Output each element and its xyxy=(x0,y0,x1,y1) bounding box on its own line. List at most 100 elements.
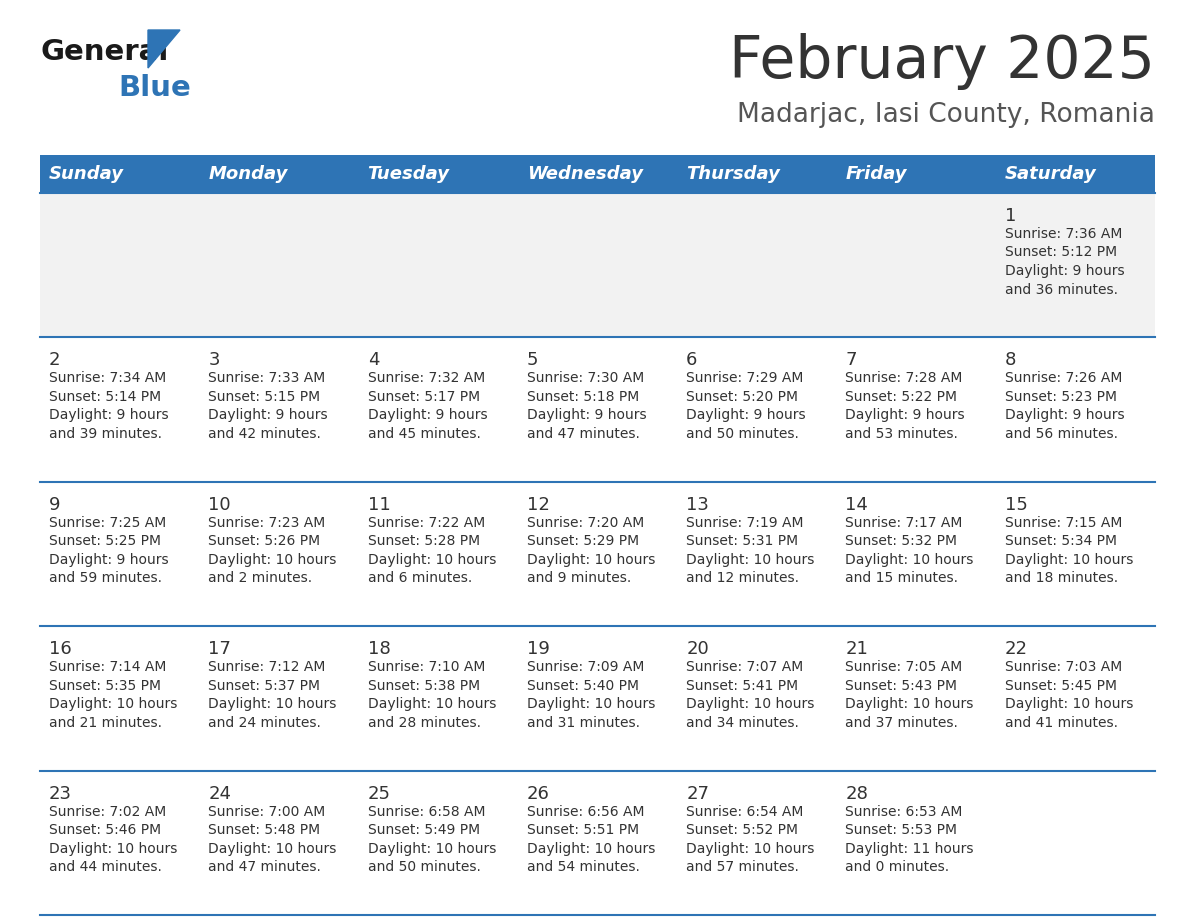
Text: Saturday: Saturday xyxy=(1005,165,1097,183)
Text: and 44 minutes.: and 44 minutes. xyxy=(49,860,162,874)
Text: Daylight: 9 hours: Daylight: 9 hours xyxy=(208,409,328,422)
FancyBboxPatch shape xyxy=(40,482,200,626)
Text: 3: 3 xyxy=(208,352,220,369)
FancyBboxPatch shape xyxy=(836,482,996,626)
Text: Sunset: 5:41 PM: Sunset: 5:41 PM xyxy=(687,678,798,693)
FancyBboxPatch shape xyxy=(836,770,996,915)
Text: 25: 25 xyxy=(367,785,391,802)
Text: Sunrise: 7:02 AM: Sunrise: 7:02 AM xyxy=(49,804,166,819)
Text: Friday: Friday xyxy=(846,165,906,183)
Text: and 28 minutes.: and 28 minutes. xyxy=(367,716,481,730)
Text: Daylight: 9 hours: Daylight: 9 hours xyxy=(846,409,965,422)
FancyBboxPatch shape xyxy=(200,626,359,770)
Text: Daylight: 10 hours: Daylight: 10 hours xyxy=(526,842,656,856)
Text: Daylight: 10 hours: Daylight: 10 hours xyxy=(208,842,336,856)
Text: 7: 7 xyxy=(846,352,857,369)
Text: Sunrise: 7:23 AM: Sunrise: 7:23 AM xyxy=(208,516,326,530)
FancyBboxPatch shape xyxy=(996,770,1155,915)
Text: 5: 5 xyxy=(526,352,538,369)
Text: and 18 minutes.: and 18 minutes. xyxy=(1005,571,1118,586)
Text: Sunset: 5:18 PM: Sunset: 5:18 PM xyxy=(526,390,639,404)
Text: Daylight: 10 hours: Daylight: 10 hours xyxy=(846,697,974,711)
Text: Sunrise: 7:29 AM: Sunrise: 7:29 AM xyxy=(687,372,803,386)
Text: General: General xyxy=(40,38,169,66)
Text: Daylight: 9 hours: Daylight: 9 hours xyxy=(49,409,169,422)
Text: Daylight: 10 hours: Daylight: 10 hours xyxy=(846,553,974,566)
Text: and 50 minutes.: and 50 minutes. xyxy=(367,860,480,874)
Text: Sunset: 5:28 PM: Sunset: 5:28 PM xyxy=(367,534,480,548)
Text: Sunrise: 7:03 AM: Sunrise: 7:03 AM xyxy=(1005,660,1121,674)
Text: Sunrise: 6:53 AM: Sunrise: 6:53 AM xyxy=(846,804,962,819)
Text: and 6 minutes.: and 6 minutes. xyxy=(367,571,472,586)
Text: Sunset: 5:52 PM: Sunset: 5:52 PM xyxy=(687,823,798,837)
FancyBboxPatch shape xyxy=(359,770,518,915)
Text: Sunrise: 7:28 AM: Sunrise: 7:28 AM xyxy=(846,372,962,386)
Text: and 56 minutes.: and 56 minutes. xyxy=(1005,427,1118,441)
FancyBboxPatch shape xyxy=(996,338,1155,482)
Text: 28: 28 xyxy=(846,785,868,802)
Text: 15: 15 xyxy=(1005,496,1028,514)
Text: 2: 2 xyxy=(49,352,61,369)
Text: 9: 9 xyxy=(49,496,61,514)
Text: and 47 minutes.: and 47 minutes. xyxy=(526,427,639,441)
FancyBboxPatch shape xyxy=(40,193,200,338)
FancyBboxPatch shape xyxy=(40,338,200,482)
Text: 23: 23 xyxy=(49,785,72,802)
FancyBboxPatch shape xyxy=(836,338,996,482)
Text: Sunset: 5:34 PM: Sunset: 5:34 PM xyxy=(1005,534,1117,548)
Text: 26: 26 xyxy=(526,785,550,802)
Text: and 12 minutes.: and 12 minutes. xyxy=(687,571,800,586)
Text: Sunset: 5:14 PM: Sunset: 5:14 PM xyxy=(49,390,162,404)
Text: Blue: Blue xyxy=(118,74,191,102)
Text: Sunrise: 6:56 AM: Sunrise: 6:56 AM xyxy=(526,804,644,819)
Text: and 59 minutes.: and 59 minutes. xyxy=(49,571,162,586)
Text: and 45 minutes.: and 45 minutes. xyxy=(367,427,480,441)
FancyBboxPatch shape xyxy=(40,770,200,915)
Text: Sunrise: 7:25 AM: Sunrise: 7:25 AM xyxy=(49,516,166,530)
Text: Sunset: 5:32 PM: Sunset: 5:32 PM xyxy=(846,534,958,548)
Text: Sunrise: 7:05 AM: Sunrise: 7:05 AM xyxy=(846,660,962,674)
FancyBboxPatch shape xyxy=(677,626,836,770)
Text: February 2025: February 2025 xyxy=(729,33,1155,91)
Text: and 47 minutes.: and 47 minutes. xyxy=(208,860,321,874)
Text: Sunset: 5:53 PM: Sunset: 5:53 PM xyxy=(846,823,958,837)
Text: and 24 minutes.: and 24 minutes. xyxy=(208,716,321,730)
Text: Daylight: 10 hours: Daylight: 10 hours xyxy=(526,553,656,566)
Text: 11: 11 xyxy=(367,496,391,514)
Text: 4: 4 xyxy=(367,352,379,369)
Text: Sunrise: 7:17 AM: Sunrise: 7:17 AM xyxy=(846,516,962,530)
Text: Sunrise: 7:00 AM: Sunrise: 7:00 AM xyxy=(208,804,326,819)
Text: and 0 minutes.: and 0 minutes. xyxy=(846,860,949,874)
Text: Sunset: 5:26 PM: Sunset: 5:26 PM xyxy=(208,534,321,548)
FancyBboxPatch shape xyxy=(836,626,996,770)
Text: 16: 16 xyxy=(49,640,71,658)
FancyBboxPatch shape xyxy=(200,770,359,915)
FancyBboxPatch shape xyxy=(359,155,518,193)
Text: Daylight: 9 hours: Daylight: 9 hours xyxy=(526,409,646,422)
Text: 24: 24 xyxy=(208,785,232,802)
Text: and 15 minutes.: and 15 minutes. xyxy=(846,571,959,586)
Text: Sunrise: 7:20 AM: Sunrise: 7:20 AM xyxy=(526,516,644,530)
Text: Sunset: 5:48 PM: Sunset: 5:48 PM xyxy=(208,823,321,837)
Text: 19: 19 xyxy=(526,640,550,658)
Text: Sunrise: 6:58 AM: Sunrise: 6:58 AM xyxy=(367,804,485,819)
Text: Monday: Monday xyxy=(208,165,287,183)
FancyBboxPatch shape xyxy=(518,155,677,193)
FancyBboxPatch shape xyxy=(200,193,359,338)
Text: Sunset: 5:37 PM: Sunset: 5:37 PM xyxy=(208,678,321,693)
Text: Daylight: 9 hours: Daylight: 9 hours xyxy=(687,409,805,422)
Text: Sunset: 5:45 PM: Sunset: 5:45 PM xyxy=(1005,678,1117,693)
Text: Sunset: 5:15 PM: Sunset: 5:15 PM xyxy=(208,390,321,404)
Text: and 31 minutes.: and 31 minutes. xyxy=(526,716,640,730)
Text: 14: 14 xyxy=(846,496,868,514)
Text: Sunset: 5:20 PM: Sunset: 5:20 PM xyxy=(687,390,798,404)
FancyBboxPatch shape xyxy=(836,193,996,338)
Text: Sunset: 5:49 PM: Sunset: 5:49 PM xyxy=(367,823,480,837)
Text: Sunrise: 7:14 AM: Sunrise: 7:14 AM xyxy=(49,660,166,674)
Text: Daylight: 10 hours: Daylight: 10 hours xyxy=(208,553,336,566)
Text: 8: 8 xyxy=(1005,352,1016,369)
Text: 6: 6 xyxy=(687,352,697,369)
Text: Daylight: 10 hours: Daylight: 10 hours xyxy=(687,697,815,711)
Text: Sunrise: 7:26 AM: Sunrise: 7:26 AM xyxy=(1005,372,1123,386)
Text: Daylight: 10 hours: Daylight: 10 hours xyxy=(208,697,336,711)
